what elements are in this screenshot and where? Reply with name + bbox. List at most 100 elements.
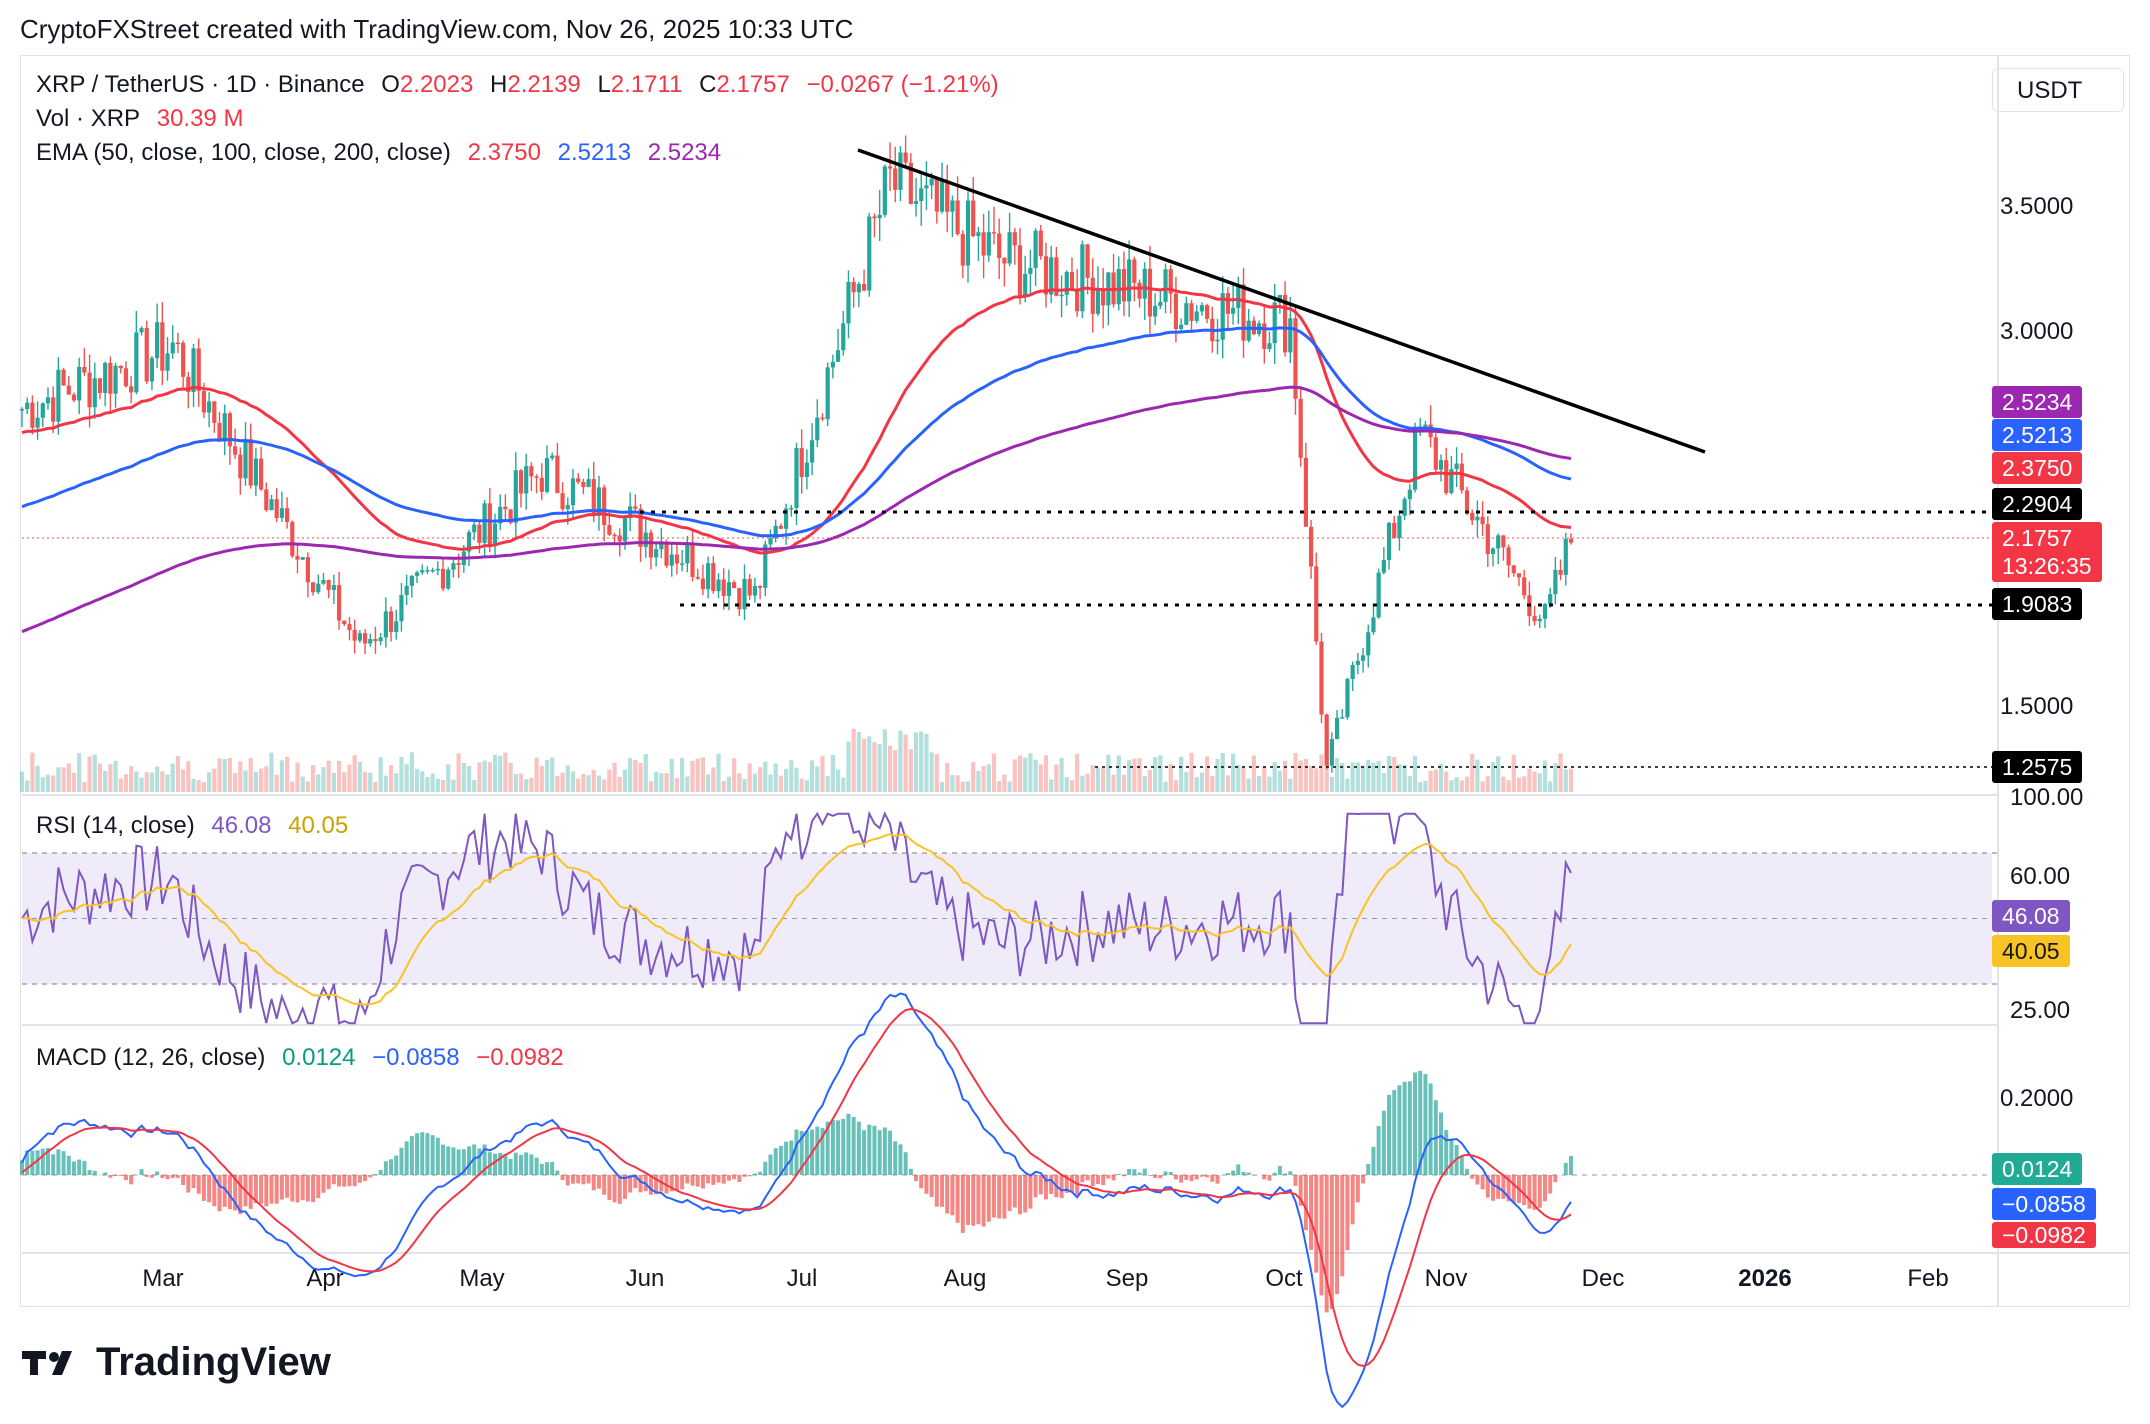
macd-hist-bar <box>123 1175 128 1181</box>
volume-bar <box>196 779 201 792</box>
volume-value: 30.39 M <box>156 105 244 132</box>
volume-bar <box>581 773 586 792</box>
macd-label[interactable]: MACD (12, 26, close) <box>36 1044 266 1071</box>
candle-body <box>25 402 30 410</box>
candle-body <box>809 440 815 463</box>
candle-body <box>1075 288 1080 312</box>
candle-body <box>919 188 924 202</box>
volume-bar <box>461 763 466 792</box>
macd-hist-bar <box>285 1175 290 1198</box>
candle-body <box>778 525 783 529</box>
candle-body <box>1360 655 1366 661</box>
macd-hist-bar <box>1272 1172 1277 1175</box>
candle-body <box>97 378 103 393</box>
ema100-price-tag: 2.5213 <box>1992 419 2083 451</box>
volume-bar <box>212 768 217 792</box>
macd-hist-bar <box>721 1175 726 1184</box>
candle-body <box>971 200 976 237</box>
macd-hist-bar <box>1371 1146 1376 1175</box>
candle-body <box>186 376 191 393</box>
candle-body <box>155 322 160 359</box>
volume-bar <box>1444 771 1449 792</box>
candle-body <box>238 454 243 479</box>
candle-body <box>279 508 284 518</box>
candle-body <box>316 583 321 593</box>
candle-body <box>602 487 607 526</box>
volume-bar <box>1080 775 1085 792</box>
candle-body <box>71 394 77 401</box>
volume-bar <box>92 754 97 792</box>
macd-hist-bar <box>830 1120 835 1175</box>
volume-bar <box>560 772 565 792</box>
tradingview-logo[interactable]: TradingView <box>22 1340 331 1385</box>
volume-bar <box>841 777 846 792</box>
volume-bar <box>1236 765 1241 792</box>
volume-bar <box>633 760 638 792</box>
macd-hist-bar <box>1153 1175 1158 1178</box>
volume-bar <box>1163 781 1168 792</box>
macd-hist-bar <box>342 1175 347 1187</box>
x-tick: Jul <box>786 1265 818 1292</box>
volume-bar <box>783 768 789 792</box>
candle-body <box>321 579 326 584</box>
volume-label[interactable]: Vol · XRP <box>36 105 141 132</box>
macd-hist-bar <box>820 1128 825 1175</box>
volume-bar <box>1095 767 1101 792</box>
macd-hist-bar <box>441 1144 446 1175</box>
volume-bar <box>1101 768 1106 792</box>
volume-bar <box>1480 781 1485 792</box>
candle-body <box>472 524 477 533</box>
ema-label[interactable]: EMA (50, close, 100, close, 200, close) <box>36 139 451 166</box>
volume-bar <box>976 770 981 792</box>
volume-bar <box>227 758 233 792</box>
ema50-price-tag: 2.3750 <box>1992 452 2083 484</box>
volume-bar <box>622 769 628 792</box>
macd-hist-bar <box>1340 1175 1345 1277</box>
candle-body <box>732 582 737 589</box>
symbol-label[interactable]: XRP / TetherUS · 1D · Binance <box>36 71 365 98</box>
volume-bar <box>960 781 965 792</box>
volume-bar <box>1350 762 1355 792</box>
volume-bar <box>362 771 368 792</box>
macd-axis-label: 0.2000 <box>2000 1085 2074 1112</box>
currency-button[interactable]: USDT <box>1992 68 2124 112</box>
macd-hist-bar <box>1028 1175 1033 1209</box>
candle-body <box>1542 603 1548 619</box>
candle-body <box>1438 460 1444 470</box>
volume-bar <box>1220 752 1225 792</box>
macd-hist-bar <box>576 1175 581 1184</box>
volume-bar <box>238 761 243 792</box>
macd-hist-bar <box>815 1126 820 1175</box>
macd-hist-bar <box>290 1175 295 1202</box>
macd-hist-bar <box>654 1175 659 1195</box>
rsi-label[interactable]: RSI (14, close) <box>36 812 195 839</box>
candle-body <box>45 397 51 404</box>
macd-hist-bar <box>264 1175 269 1207</box>
candle-body <box>1173 293 1179 330</box>
volume-bar <box>903 734 908 792</box>
candle-body <box>1319 641 1324 715</box>
macd-hist-bar <box>129 1175 134 1185</box>
macd-hist-bar <box>685 1175 690 1184</box>
volume-bar <box>1158 755 1163 792</box>
candle-body <box>243 438 248 479</box>
macd-hist-bar <box>1163 1171 1168 1175</box>
candle-body <box>654 549 659 558</box>
macd-hist-bar <box>888 1130 893 1175</box>
candle-body <box>103 362 108 393</box>
candle-body <box>898 152 903 190</box>
candle-body <box>1548 594 1553 604</box>
low-label: L <box>597 71 611 98</box>
macd-hist-bar <box>1428 1083 1433 1175</box>
macd-hist-bar <box>680 1175 685 1190</box>
volume-bar <box>524 779 529 792</box>
volume-bar <box>1023 757 1028 792</box>
volume-bar <box>669 758 674 792</box>
candle-body <box>1147 268 1153 317</box>
macd-hist-bar <box>175 1175 180 1178</box>
volume-bar <box>617 776 622 792</box>
candle-body <box>1511 565 1516 574</box>
macd-hist-bar <box>1314 1175 1319 1273</box>
candle-body <box>529 466 534 477</box>
